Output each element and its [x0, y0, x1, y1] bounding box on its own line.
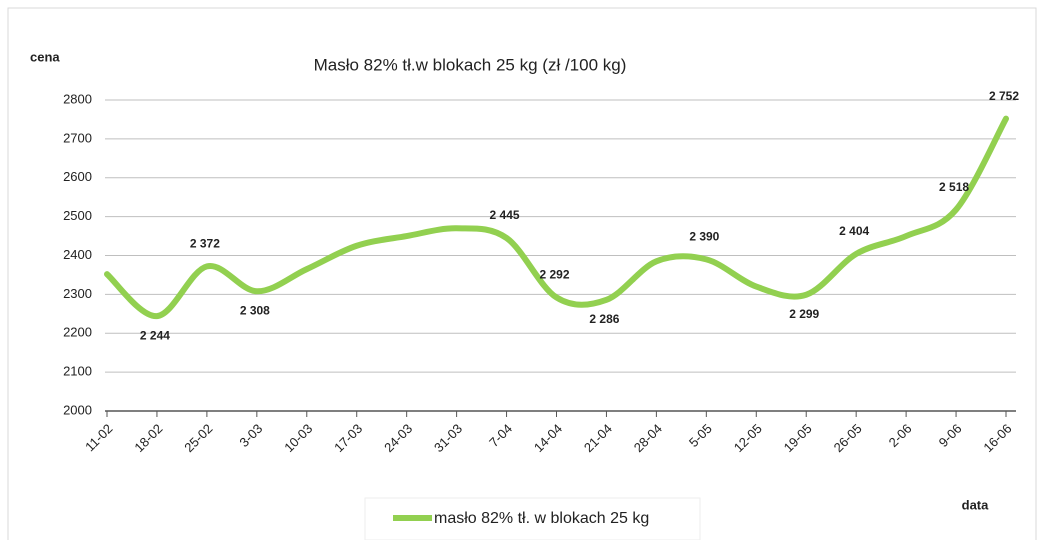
line-series — [104, 115, 1009, 320]
x-tick-label: 19-05 — [781, 421, 815, 455]
y-tick-label: 2300 — [63, 286, 92, 301]
data-label: 2 445 — [490, 208, 520, 222]
x-tick-label: 12-05 — [731, 421, 765, 455]
y-tick-label: 2200 — [63, 325, 92, 340]
data-label: 2 308 — [240, 303, 270, 317]
x-tick-label: 18-02 — [131, 421, 165, 455]
y-tick-label: 2700 — [63, 130, 92, 145]
y-tick-label: 2100 — [63, 364, 92, 379]
x-tick-label: 3-03 — [236, 421, 265, 450]
x-tick-label: 7-04 — [486, 421, 515, 450]
chart-border — [7, 7, 1037, 540]
y-tick-label: 2400 — [63, 247, 92, 262]
data-label: 2 292 — [539, 268, 569, 282]
x-tick-label: 2-06 — [886, 421, 915, 450]
x-tick-label: 26-05 — [831, 421, 865, 455]
data-label: 2 518 — [939, 180, 969, 194]
y-axis-label: cena — [30, 49, 60, 64]
x-tick-label: 31-03 — [431, 421, 465, 455]
x-tick-label: 25-02 — [181, 421, 215, 455]
y-tick-label: 2800 — [63, 91, 92, 106]
y-tick-label: 2600 — [63, 169, 92, 184]
x-tick-label: 11-02 — [82, 421, 115, 454]
data-label: 2 752 — [989, 89, 1019, 103]
data-label: 2 404 — [839, 224, 869, 238]
data-label: 2 244 — [140, 328, 170, 342]
data-label: 2 390 — [689, 230, 719, 244]
x-tick-label: 9-06 — [936, 421, 965, 450]
data-label: 2 372 — [190, 237, 220, 251]
y-tick-label: 2000 — [63, 402, 92, 417]
x-tick-label: 17-03 — [331, 421, 365, 455]
data-label: 2 299 — [789, 307, 819, 321]
x-tick-label: 21-04 — [581, 421, 615, 455]
x-tick-label: 16-06 — [980, 421, 1014, 455]
legend-label: masło 82% tł. w blokach 25 kg — [434, 510, 649, 527]
x-axis-label: data — [962, 497, 990, 512]
y-tick-label: 2500 — [63, 208, 92, 223]
x-tick-label: 10-03 — [281, 421, 315, 455]
chart-title: Masło 82% tł.w blokach 25 kg (zł /100 kg… — [314, 55, 627, 74]
x-tick-label: 14-04 — [531, 421, 565, 455]
x-tick-label: 5-05 — [686, 421, 715, 450]
x-tick-label: 24-03 — [381, 421, 415, 455]
x-tick-label: 28-04 — [631, 421, 665, 455]
data-label: 2 286 — [589, 312, 619, 326]
